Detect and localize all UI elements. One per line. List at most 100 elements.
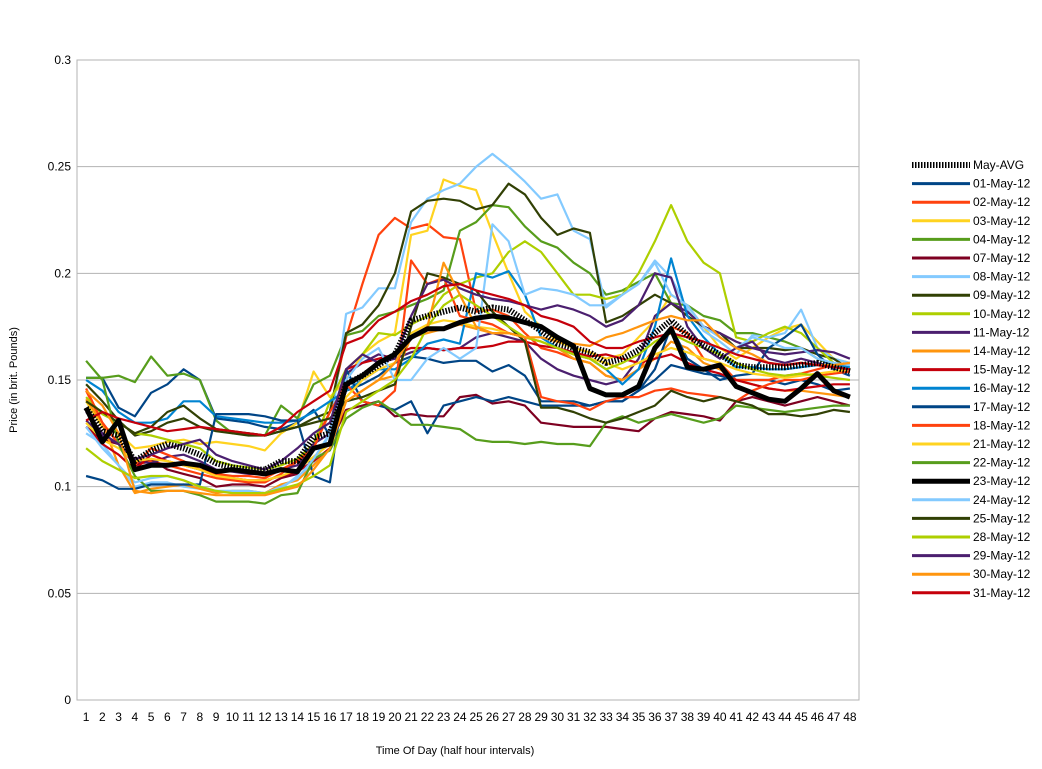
x-tick-label: 37 [664,710,678,724]
x-tick-label: 36 [648,710,662,724]
x-tick-label: 32 [583,710,597,724]
legend-label: 31-May-12 [973,586,1031,600]
y-tick-label: 0.1 [54,480,71,494]
legend-label: 11-May-12 [973,325,1030,339]
x-tick-label: 34 [616,710,630,724]
x-axis-ticks: 1 2 3 4 5 6 7 8 9 10 11 12 13 14 15 16 17 18 19 20 21 22 23 24 2… [83,710,857,724]
y-axis-title: Price (in brit. Pounds) [8,327,20,433]
x-tick-label: 26 [486,710,500,724]
legend-item: 09-May-12 [912,288,1031,302]
legend-label: 18-May-12 [973,418,1031,432]
x-tick-label: 16 [323,710,337,724]
x-tick-label: 17 [339,710,353,724]
legend-item: 15-May-12 [912,363,1031,377]
legend-label: 10-May-12 [973,307,1031,321]
y-tick-label: 0.3 [54,53,71,67]
series-line-23-may-12 [83,313,851,477]
x-axis-title: Time Of Day (half hour intervals) [376,745,535,757]
x-tick-label: 15 [307,710,321,724]
legend-label: 30-May-12 [973,567,1031,581]
legend-item: 08-May-12 [912,270,1031,284]
series-line-17-may-12 [85,323,851,490]
x-tick-label: 41 [729,710,743,724]
legend-item: 03-May-12 [912,214,1031,228]
x-tick-label: 14 [291,710,305,724]
x-tick-label: 23 [437,710,451,724]
x-tick-label: 12 [258,710,272,724]
legend-label: 08-May-12 [973,270,1031,284]
x-tick-label: 2 [99,710,106,724]
y-tick-label: 0.2 [54,266,71,280]
legend-label: 23-May-12 [973,474,1031,488]
legend-item: May-AVG [912,158,1024,172]
legend-label: 29-May-12 [973,549,1031,563]
x-tick-label: 3 [115,710,122,724]
legend-label: 24-May-12 [973,493,1031,507]
x-tick-label: 8 [197,710,204,724]
series-line-may-avg [83,304,851,473]
legend-label: 15-May-12 [973,363,1031,377]
legend-item: 28-May-12 [912,530,1031,544]
x-tick-label: 48 [843,710,857,724]
legend-label: 16-May-12 [973,381,1031,395]
x-tick-label: 47 [827,710,841,724]
legend-item: 07-May-12 [912,251,1031,265]
legend-item: 04-May-12 [912,232,1031,246]
x-tick-label: 33 [599,710,613,724]
x-tick-label: 22 [421,710,435,724]
x-tick-label: 46 [811,710,825,724]
y-tick-label: 0.25 [48,160,72,174]
x-tick-label: 29 [534,710,548,724]
legend-label: 22-May-12 [973,456,1031,470]
legend-label: 28-May-12 [973,530,1031,544]
legend-item: 29-May-12 [912,549,1031,563]
series-line-31-may-12 [85,282,851,437]
x-tick-label: 27 [502,710,516,724]
y-tick-label: 0 [64,693,71,707]
x-tick-label: 31 [567,710,581,724]
legend-item: 21-May-12 [912,437,1031,451]
legend-item: 25-May-12 [912,511,1031,525]
legend-label: 25-May-12 [973,511,1031,525]
y-tick-label: 0.05 [48,586,72,600]
legend-label: 01-May-12 [973,177,1031,191]
x-tick-label: 44 [778,710,792,724]
x-tick-label: 19 [372,710,386,724]
x-tick-label: 11 [242,710,255,724]
series-line-21-may-12 [85,319,851,482]
x-tick-label: 10 [226,710,240,724]
x-tick-label: 21 [404,710,418,724]
x-tick-label: 9 [213,710,220,724]
legend-item: 02-May-12 [912,195,1031,209]
legend-label: 04-May-12 [973,232,1031,246]
legend-label: 09-May-12 [973,288,1031,302]
legend: May-AVG 01-May-12 02-May-12 03-May-12 04-May… [912,158,1031,600]
legend-label: May-AVG [973,158,1024,172]
x-tick-label: 30 [551,710,565,724]
x-tick-label: 20 [388,710,402,724]
legend-item: 22-May-12 [912,456,1031,470]
x-tick-label: 18 [356,710,370,724]
x-tick-label: 35 [632,710,646,724]
legend-label: 03-May-12 [973,214,1031,228]
legend-label: 21-May-12 [973,437,1031,451]
x-tick-label: 45 [794,710,808,724]
legend-label: 02-May-12 [973,195,1031,209]
legend-item: 30-May-12 [912,567,1031,581]
x-tick-label: 39 [697,710,711,724]
x-tick-label: 40 [713,710,727,724]
legend-item: 16-May-12 [912,381,1031,395]
legend-item: 31-May-12 [912,586,1031,600]
x-tick-label: 4 [132,710,139,724]
x-tick-label: 38 [681,710,695,724]
series-lines [83,152,851,505]
series-line-29-may-12 [85,272,851,471]
x-tick-label: 43 [762,710,776,724]
x-tick-label: 1 [83,710,90,724]
x-tick-label: 13 [274,710,288,724]
y-axis-ticks: 0 0.05 0.1 0.15 0.2 0.25 0.3 [48,53,72,707]
x-tick-label: 6 [164,710,171,724]
legend-label: 07-May-12 [973,251,1031,265]
x-tick-label: 7 [180,710,187,724]
